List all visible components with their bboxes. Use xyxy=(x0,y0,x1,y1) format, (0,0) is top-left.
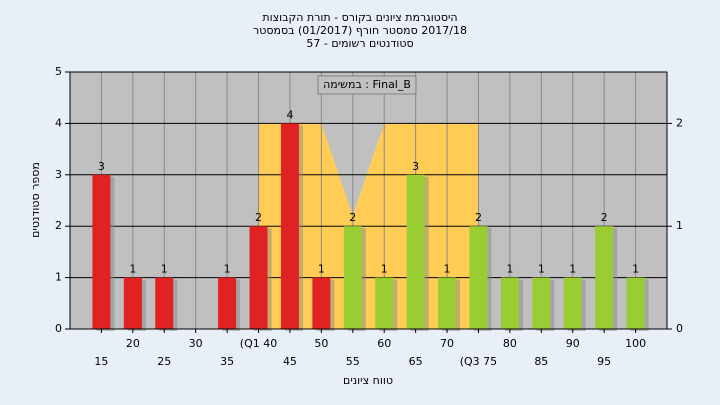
x-tick-label: 85 xyxy=(534,355,548,368)
bar xyxy=(123,277,142,329)
x-tick-label: 15 xyxy=(94,355,108,368)
bar xyxy=(343,226,362,329)
value-label: 1 xyxy=(538,263,545,276)
x-tick-label: 30 xyxy=(189,337,203,350)
value-label: 1 xyxy=(569,263,576,276)
bar xyxy=(563,277,582,329)
value-label: 1 xyxy=(129,263,136,276)
x-axis-label: טווח ציונים xyxy=(343,374,393,387)
bar xyxy=(92,174,111,329)
value-label: 3 xyxy=(412,160,419,173)
x-tick-label: 35 xyxy=(220,355,234,368)
x-tick-label: 90 xyxy=(566,337,580,350)
value-label: 1 xyxy=(506,263,513,276)
bar xyxy=(249,226,268,329)
value-label: 2 xyxy=(475,211,482,224)
bar xyxy=(312,277,331,329)
y-tick-label: 3 xyxy=(55,168,62,181)
y-tick-label: 1 xyxy=(55,271,62,284)
bar xyxy=(595,226,614,329)
y-tick-label: 2 xyxy=(55,219,62,232)
annotation-box xyxy=(317,75,417,95)
bar xyxy=(438,277,457,329)
x-tick-label: 70 xyxy=(440,337,454,350)
y2-tick-label: 1 xyxy=(676,219,683,232)
value-label: 1 xyxy=(318,263,325,276)
x-tick-label: 45 xyxy=(283,355,297,368)
value-label: 2 xyxy=(601,211,608,224)
y-axis-label: מספר סטודנטים xyxy=(29,162,42,238)
bar xyxy=(155,277,174,329)
y-tick-label: 0 xyxy=(55,322,62,335)
y2-tick-label: 0 xyxy=(676,322,683,335)
x-tick-label: 55 xyxy=(346,355,360,368)
x-tick-label: 60 xyxy=(377,337,391,350)
annotation: במשימה : Final_B xyxy=(323,78,411,91)
x-tick-label: 20 xyxy=(126,337,140,350)
bar xyxy=(218,277,237,329)
bar xyxy=(280,123,299,330)
value-label: 2 xyxy=(255,211,262,224)
value-label: 4 xyxy=(286,108,293,121)
x-tick-label: (Q1 40 xyxy=(240,337,277,350)
x-tick-label: 25 xyxy=(157,355,171,368)
value-label: 1 xyxy=(224,263,231,276)
y-tick-label: 4 xyxy=(55,116,62,129)
chart-title: היסטוגרמת ציונים בקורס - תורת הקבוצות xyxy=(262,11,457,24)
value-label: 1 xyxy=(632,263,639,276)
bar xyxy=(626,277,645,329)
bar xyxy=(500,277,519,329)
chart-subtitle: 2017/18 סמסטר חורף (01/2017) בסמסטר xyxy=(253,24,467,37)
value-label: 1 xyxy=(444,263,451,276)
bar xyxy=(406,174,425,329)
value-label: 1 xyxy=(161,263,168,276)
bar xyxy=(469,226,488,329)
x-tick-label: (Q3 75 xyxy=(460,355,497,368)
y-tick-label: 5 xyxy=(55,65,62,78)
y2-tick-label: 2 xyxy=(676,116,683,129)
x-tick-label: 95 xyxy=(597,355,611,368)
bar xyxy=(375,277,394,329)
value-label: 3 xyxy=(98,160,105,173)
x-tick-label: 100 xyxy=(625,337,646,350)
x-tick-label: 65 xyxy=(409,355,423,368)
bar xyxy=(532,277,551,329)
chart-subtitle: סטודנטים רשומים - 57 xyxy=(306,37,413,50)
x-tick-label: 80 xyxy=(503,337,517,350)
value-label: 1 xyxy=(381,263,388,276)
x-tick-label: 50 xyxy=(314,337,328,350)
value-label: 2 xyxy=(349,211,356,224)
